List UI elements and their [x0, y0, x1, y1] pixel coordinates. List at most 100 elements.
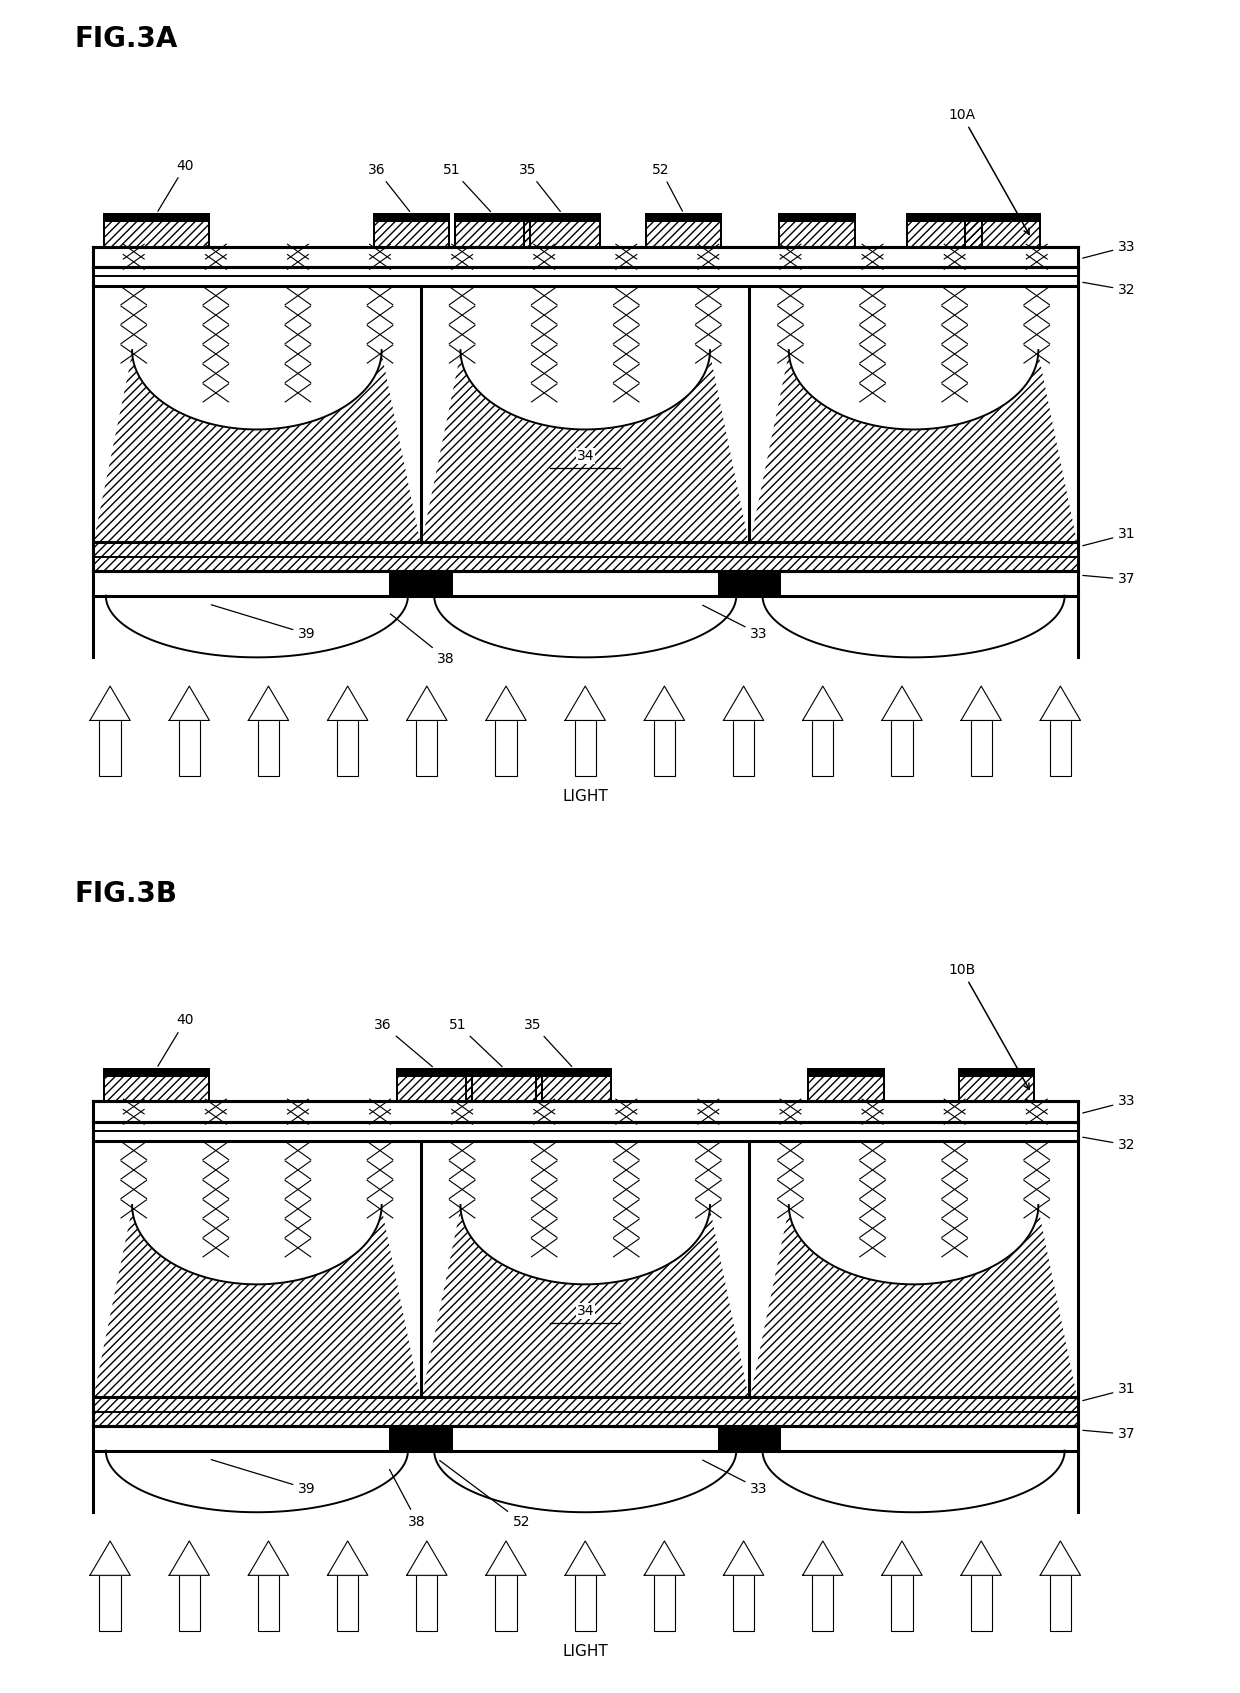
Bar — [93, 1397, 1078, 1426]
Bar — [93, 1141, 1078, 1397]
Polygon shape — [91, 686, 130, 721]
Bar — [397, 1068, 472, 1102]
Text: 52: 52 — [652, 163, 682, 212]
Polygon shape — [789, 286, 1038, 430]
Text: LIGHT: LIGHT — [563, 789, 608, 804]
Bar — [258, 1574, 279, 1632]
Polygon shape — [133, 1141, 382, 1285]
Text: 38: 38 — [389, 1470, 427, 1529]
Bar — [337, 1574, 358, 1632]
Bar — [574, 1574, 596, 1632]
Bar — [179, 721, 200, 777]
Text: 33: 33 — [1083, 240, 1136, 257]
Bar — [397, 1068, 472, 1077]
Text: 51: 51 — [443, 163, 491, 212]
Text: 40: 40 — [157, 1014, 195, 1067]
Bar — [812, 721, 833, 777]
Polygon shape — [789, 1141, 1038, 1285]
Bar — [389, 1426, 453, 1451]
Polygon shape — [723, 1541, 764, 1574]
Bar — [99, 721, 120, 777]
Polygon shape — [1040, 1541, 1080, 1574]
Polygon shape — [486, 1541, 526, 1574]
Bar — [466, 1068, 542, 1102]
Bar — [496, 721, 517, 777]
Text: 39: 39 — [211, 1459, 316, 1497]
Bar — [536, 1068, 611, 1102]
Bar — [1050, 721, 1071, 777]
Polygon shape — [93, 286, 133, 542]
Bar — [906, 213, 982, 247]
Bar — [104, 213, 208, 222]
Polygon shape — [93, 1141, 133, 1397]
Bar — [93, 1426, 1078, 1451]
Bar — [258, 721, 279, 777]
Bar — [373, 213, 449, 222]
Bar — [93, 571, 1078, 596]
Text: FIG.3B: FIG.3B — [74, 880, 177, 907]
Bar — [808, 1068, 884, 1077]
Bar — [733, 721, 754, 777]
Polygon shape — [169, 1541, 210, 1574]
Polygon shape — [711, 1141, 749, 1397]
Polygon shape — [565, 1541, 605, 1574]
Bar — [906, 213, 982, 222]
Polygon shape — [749, 1141, 789, 1397]
Text: 35: 35 — [525, 1017, 572, 1067]
Bar — [417, 1574, 438, 1632]
Bar — [718, 1426, 781, 1451]
Text: 34: 34 — [577, 449, 594, 462]
Bar — [93, 1102, 1078, 1122]
Bar — [808, 1068, 884, 1102]
Polygon shape — [422, 1141, 460, 1397]
Bar — [971, 1574, 992, 1632]
Polygon shape — [248, 1541, 289, 1574]
Polygon shape — [327, 686, 368, 721]
Bar — [337, 721, 358, 777]
Bar — [718, 571, 781, 596]
Polygon shape — [749, 286, 789, 542]
Text: LIGHT: LIGHT — [563, 1644, 608, 1659]
Bar — [104, 1068, 208, 1077]
Text: 32: 32 — [1083, 1138, 1136, 1151]
Text: 34: 34 — [577, 1304, 594, 1317]
Text: 52: 52 — [440, 1461, 531, 1529]
Polygon shape — [460, 286, 711, 430]
Bar — [536, 1068, 611, 1077]
Polygon shape — [1040, 686, 1080, 721]
Text: 33: 33 — [703, 1459, 768, 1497]
Polygon shape — [248, 686, 289, 721]
Polygon shape — [486, 686, 526, 721]
Polygon shape — [645, 1541, 684, 1574]
Bar — [466, 1068, 542, 1077]
Polygon shape — [802, 686, 843, 721]
Polygon shape — [382, 286, 422, 542]
Bar — [389, 571, 453, 596]
Polygon shape — [565, 686, 605, 721]
Bar — [99, 1574, 120, 1632]
Text: 10B: 10B — [949, 963, 1029, 1089]
Polygon shape — [882, 1541, 923, 1574]
Bar — [646, 213, 722, 247]
Text: 31: 31 — [1083, 527, 1136, 545]
Bar — [965, 213, 1040, 222]
Text: 36: 36 — [373, 1017, 433, 1067]
Text: 33: 33 — [1083, 1094, 1136, 1112]
Polygon shape — [460, 1141, 711, 1285]
Text: 40: 40 — [157, 159, 195, 212]
Bar — [417, 721, 438, 777]
Text: 35: 35 — [518, 163, 560, 212]
Polygon shape — [169, 686, 210, 721]
Bar — [93, 542, 1078, 571]
Bar — [525, 213, 600, 222]
Bar — [373, 213, 449, 247]
Polygon shape — [91, 1541, 130, 1574]
Polygon shape — [407, 686, 446, 721]
Polygon shape — [133, 286, 382, 430]
Polygon shape — [802, 1541, 843, 1574]
Polygon shape — [327, 1541, 368, 1574]
Bar — [1050, 1574, 1071, 1632]
Text: 10A: 10A — [949, 108, 1029, 234]
Bar — [455, 213, 531, 247]
Bar — [892, 721, 913, 777]
